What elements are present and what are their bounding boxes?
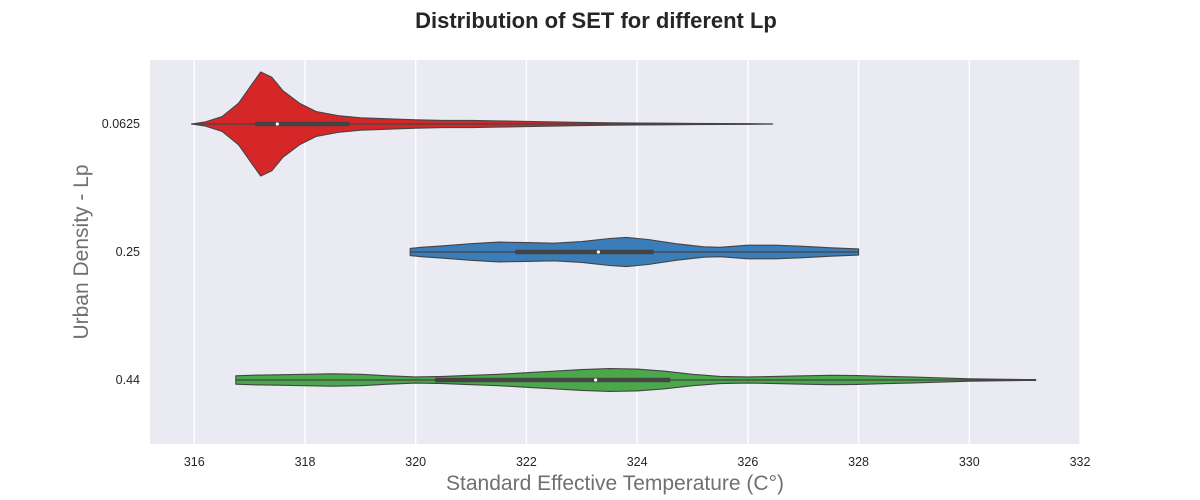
median-dot-0.25: [596, 250, 600, 254]
x-tick-label: 324: [627, 455, 648, 469]
y-tick-label: 0.44: [116, 373, 140, 387]
y-axis-label: Urban Density - Lp: [70, 164, 93, 339]
y-tick-label: 0.0625: [102, 117, 140, 131]
median-dot-0.0625: [275, 122, 279, 126]
x-tick-labels: 316 318 320 322 324 326 328 330 332: [184, 455, 1091, 469]
x-tick-label: 330: [959, 455, 980, 469]
x-axis-label: Standard Effective Temperature (C°): [446, 472, 784, 495]
median-dot-0.44: [594, 378, 598, 382]
x-tick-label: 322: [516, 455, 537, 469]
x-tick-label: 328: [848, 455, 869, 469]
y-tick-label: 0.25: [116, 245, 140, 259]
x-tick-label: 316: [184, 455, 205, 469]
x-tick-label: 326: [737, 455, 758, 469]
x-tick-label: 320: [405, 455, 426, 469]
x-tick-label: 332: [1070, 455, 1091, 469]
violins: [190, 71, 1037, 392]
y-tick-labels: 0.0625 0.25 0.44: [102, 117, 140, 387]
chart-title: Distribution of SET for different Lp: [415, 8, 777, 33]
x-tick-label: 318: [295, 455, 316, 469]
